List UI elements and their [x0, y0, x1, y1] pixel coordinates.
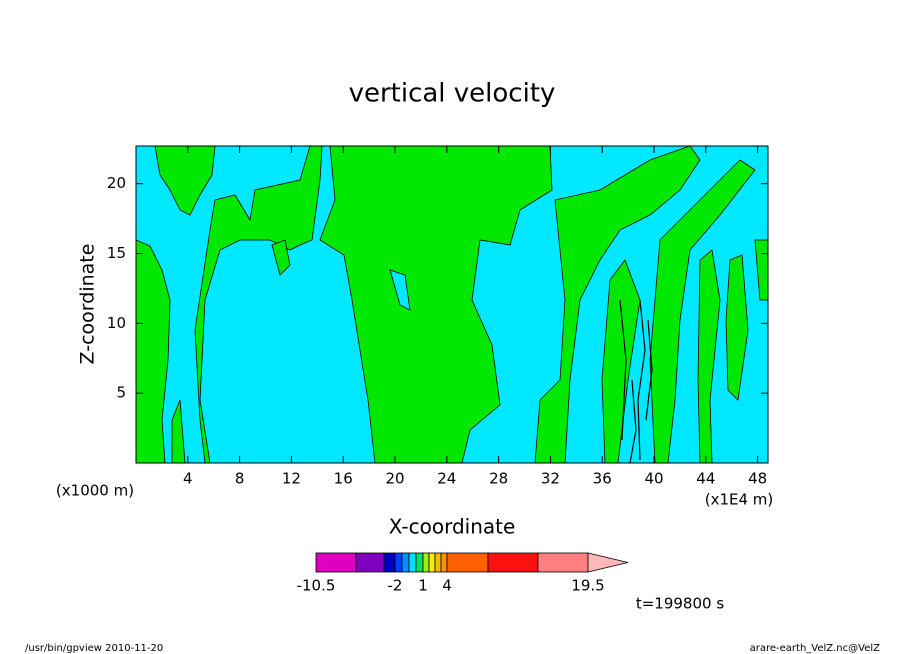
- colorbar-segment: [428, 552, 436, 573]
- x-tick-label: 36: [593, 470, 612, 488]
- y-tick-label: 20: [107, 174, 126, 192]
- colorbar-segment: [434, 552, 442, 573]
- contour-region: [725, 254, 749, 401]
- y-tick-label: 10: [107, 314, 126, 332]
- colorbar-segment: [422, 552, 430, 573]
- colorbar-label: 1: [418, 577, 428, 595]
- colorbar-label: -10.5: [297, 577, 336, 595]
- y-axis-label: Z-coordinate: [77, 244, 99, 365]
- colorbar-segment: [446, 552, 489, 573]
- x-tick-label: 48: [748, 470, 767, 488]
- colorbar-segment: [487, 552, 539, 573]
- time-label: t=199800 s: [636, 595, 724, 613]
- plot-frame: [135, 145, 769, 464]
- contour-region: [649, 159, 756, 464]
- colorbar-segment: [355, 552, 385, 573]
- colorbar-segment: [408, 552, 417, 573]
- contour-region: [271, 239, 291, 276]
- contour-region: [389, 269, 411, 311]
- x-unit-right: (x1E4 m): [705, 491, 774, 509]
- x-unit: (x1000 m): [56, 482, 134, 500]
- colorbar: -10.5 -2 1 4 19.5: [297, 552, 629, 595]
- contour-region: [697, 249, 721, 464]
- colorbar-label: 19.5: [571, 577, 604, 595]
- x-tick-label: 44: [696, 470, 715, 488]
- y-tick-label: 5: [116, 384, 126, 402]
- x-tick-label: 20: [385, 470, 404, 488]
- x-tick-label: 16: [334, 470, 353, 488]
- x-tick-label: 8: [235, 470, 245, 488]
- colorbar-segment: [401, 552, 410, 573]
- chart-title: vertical velocity: [349, 79, 556, 109]
- x-tick-label: 28: [489, 470, 508, 488]
- x-tick-label: 40: [644, 470, 663, 488]
- contour-line: [645, 319, 653, 421]
- x-tick-label: 24: [437, 470, 456, 488]
- contour-region: [534, 145, 701, 464]
- x-tick-label: 32: [541, 470, 560, 488]
- colorbar-segment: [415, 552, 424, 573]
- x-tick-label: 4: [183, 470, 193, 488]
- contour-region: [154, 145, 216, 216]
- contour-line: [629, 379, 637, 464]
- contour-field: [135, 145, 769, 464]
- colorbar-label: -2: [388, 577, 403, 595]
- contour-line: [619, 299, 627, 441]
- colorbar-label: 4: [442, 577, 452, 595]
- colorbar-segment: [315, 552, 357, 573]
- contour-region: [194, 145, 323, 464]
- colorbar-segment: [394, 552, 403, 573]
- contour-line: [637, 299, 646, 461]
- y-tick-label: 15: [107, 244, 126, 262]
- x-tick-label: 12: [282, 470, 301, 488]
- colorbar-arrow: [587, 552, 629, 573]
- colorbar-segment: [383, 552, 396, 573]
- colorbar-segment: [537, 552, 589, 573]
- x-axis-label: X-coordinate: [389, 515, 516, 539]
- footer-right: arare-earth_VelZ.nc@VelZ: [750, 643, 881, 654]
- footer-left: /usr/bin/gpview 2010-11-20: [25, 643, 163, 654]
- colorbar-segment: [440, 552, 448, 573]
- contour-region: [319, 145, 553, 464]
